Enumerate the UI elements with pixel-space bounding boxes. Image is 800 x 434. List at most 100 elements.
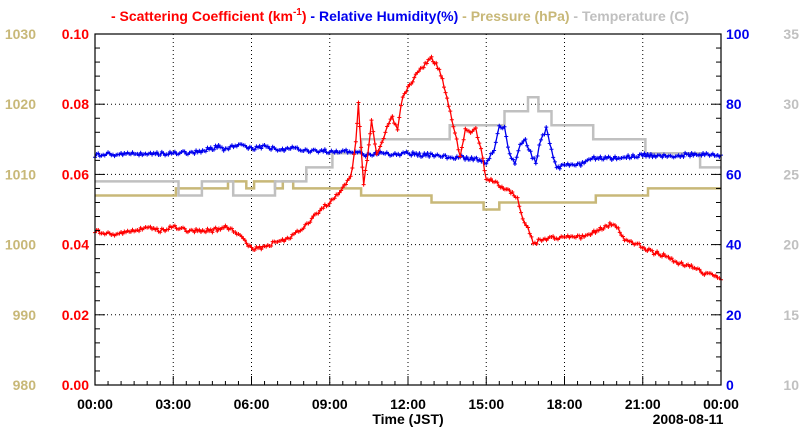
humidity-marker [182,149,187,154]
legend-scattering-superscript: -1 [293,7,302,18]
scattering-marker [378,144,383,149]
axis-ticks [94,33,722,386]
scattering-marker [158,230,163,235]
humidity-marker [608,155,613,160]
scattering-marker [350,165,355,170]
scattering-marker [317,208,322,213]
humidity-marker [295,145,300,150]
scattering-marker [381,136,386,141]
scattering-marker [374,152,379,157]
humidity-marker [626,153,631,158]
grid-lines [95,34,721,385]
scattering-marker [128,229,133,234]
scattering-marker [409,82,414,87]
humidity-marker [246,146,251,151]
scattering-marker [424,61,429,66]
humidity-marker [138,150,143,155]
humidity-marker [490,151,495,156]
x-tick-label: 09:00 [312,396,348,412]
temperature-axis-tick-label: 30 [783,96,799,112]
scattering-marker [369,118,374,123]
scattering-marker [459,145,464,150]
scattering-marker [148,224,153,229]
x-tick-label: 06:00 [234,396,270,412]
scattering-marker [437,67,442,72]
scattering-marker [524,223,529,228]
humidity-marker [528,149,533,154]
scattering-marker [337,190,342,195]
scattering-marker [340,185,345,190]
humidity-marker [487,156,492,161]
scattering-marker [406,84,410,89]
scattering-marker [449,117,454,122]
humidity-marker [120,153,125,158]
scattering-marker [404,89,409,94]
scattering-marker [529,234,534,239]
scattering-marker [335,192,340,197]
scattering-marker [454,136,459,141]
scattering-marker [368,131,373,136]
humidity-marker [497,123,502,128]
pressure-axis-tick-label: 980 [13,377,37,393]
scattering-marker [357,124,362,129]
pressure-axis-tick-label: 1030 [5,26,36,42]
scattering-marker [480,156,485,161]
temperature-axis-tick-label: 25 [783,166,799,182]
scattering-marker [482,168,487,173]
humidity-marker [415,153,420,158]
scattering-marker [96,228,101,233]
humidity-marker [282,149,287,154]
scattering-marker [360,165,365,170]
pressure-axis-tick-label: 1010 [5,166,36,182]
scattering-marker [229,226,234,231]
scattering-marker [332,196,337,201]
scattering-marker [669,256,674,261]
scattering-marker [259,247,264,252]
humidity-marker [344,147,349,152]
humidity-marker [469,155,474,160]
scattering-marker [616,225,621,230]
scattering-marker [421,65,426,70]
humidity-marker [542,132,547,137]
scattering-marker [353,139,358,144]
humidity-marker [423,153,428,158]
scattering-marker [440,76,445,81]
scattering-marker [451,124,456,129]
scattering-marker [612,223,617,228]
humidity-marker [493,140,498,145]
scattering-marker [356,100,361,105]
humidity-marker [420,154,425,159]
humidity-marker [519,141,524,146]
scattering-marker [309,216,314,221]
humidity-marker [552,159,557,164]
scattering-marker [655,249,660,254]
scattering-marker [393,122,398,127]
scattering-marker [172,223,177,228]
humidity-marker [249,145,254,150]
scattering-marker [412,75,417,80]
humidity-marker [252,147,257,152]
humidity-marker [525,143,530,148]
pressure-axis-tick-label: 1000 [5,237,36,253]
scattering-marker [544,238,549,243]
scattering-marker [517,204,522,209]
scattering-marker [666,254,671,259]
scattering-marker [221,225,226,230]
humidity-marker [221,148,226,153]
x-axis-title: Time (JST) [372,411,443,427]
scattering-marker [452,131,457,136]
scattering-marker [499,184,504,189]
scattering-marker [475,135,480,140]
scattering-marker [247,243,252,248]
scattering-marker [352,152,357,157]
scattering-marker [327,201,332,206]
humidity-marker [216,143,221,148]
scattering-marker [233,230,238,235]
scattering-marker [372,141,377,146]
scattering-marker [252,248,257,253]
scattering-series-markers [93,54,723,282]
humidity-marker [474,155,479,160]
humidity-marker [484,161,489,166]
humidity-marker [203,149,208,154]
